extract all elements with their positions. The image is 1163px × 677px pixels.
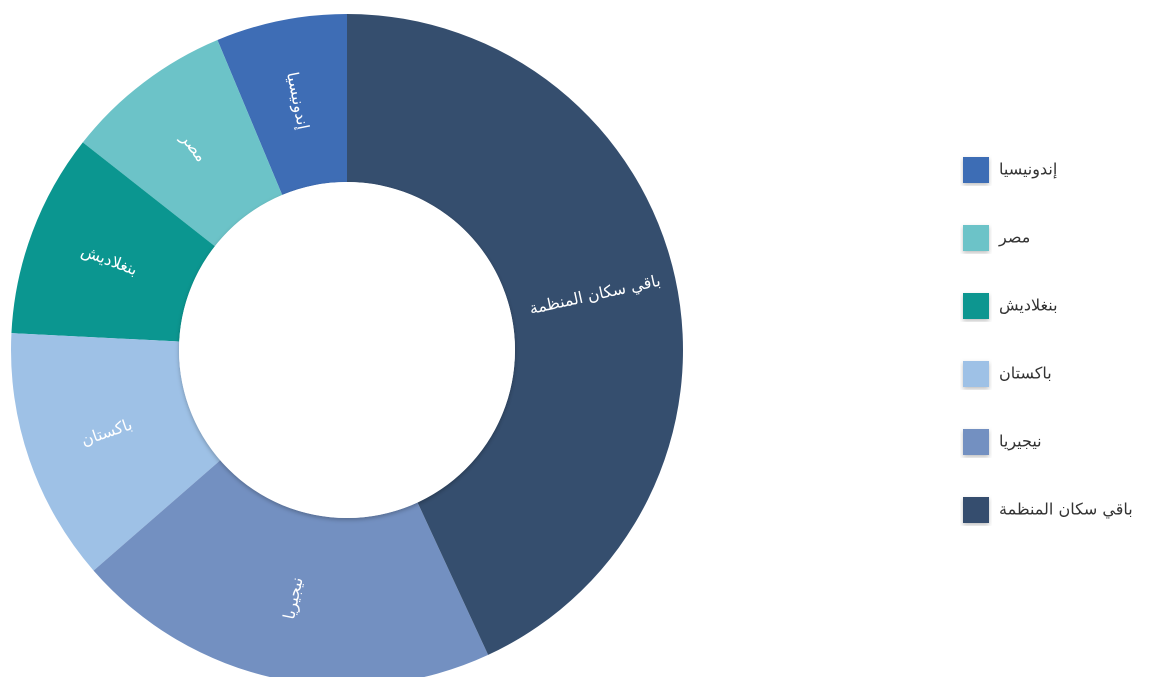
slice-1: [82, 39, 283, 247]
legend-item-2: بنغلاديش: [963, 293, 1058, 319]
legend-item-4: نيجيريا: [963, 429, 1042, 455]
legend-item-5: باقي سكان المنظمة: [963, 497, 1133, 523]
slice-5: [347, 14, 684, 655]
legend-swatch-4: [963, 429, 989, 455]
legend-item-3: باكستان: [963, 361, 1052, 387]
legend-label-5: باقي سكان المنظمة: [999, 500, 1133, 520]
legend-swatch-1: [963, 225, 989, 251]
legend-label-0: إندونيسيا: [999, 160, 1057, 180]
chart-legend: إندونيسيا مصر بنغلاديش باكستان نيجيريا باقي س…: [963, 157, 1133, 523]
legend-item-0: إندونيسيا: [963, 157, 1057, 183]
legend-label-2: بنغلاديش: [999, 296, 1058, 316]
legend-label-3: باكستان: [999, 364, 1052, 383]
donut-hole: [179, 182, 515, 518]
slice-0: [217, 14, 347, 195]
legend-item-1: مصر: [963, 225, 1030, 251]
legend-label-4: نيجيريا: [999, 432, 1042, 452]
legend-swatch-0: [963, 157, 989, 183]
slice-4: [93, 460, 489, 677]
legend-label-1: مصر: [998, 228, 1030, 248]
legend-swatch-2: [963, 293, 989, 319]
legend-swatch-5: [963, 497, 989, 523]
legend-swatch-3: [963, 361, 989, 387]
slice-3: [10, 333, 221, 571]
slice-2: [11, 142, 215, 342]
donut-slices: [10, 14, 684, 677]
